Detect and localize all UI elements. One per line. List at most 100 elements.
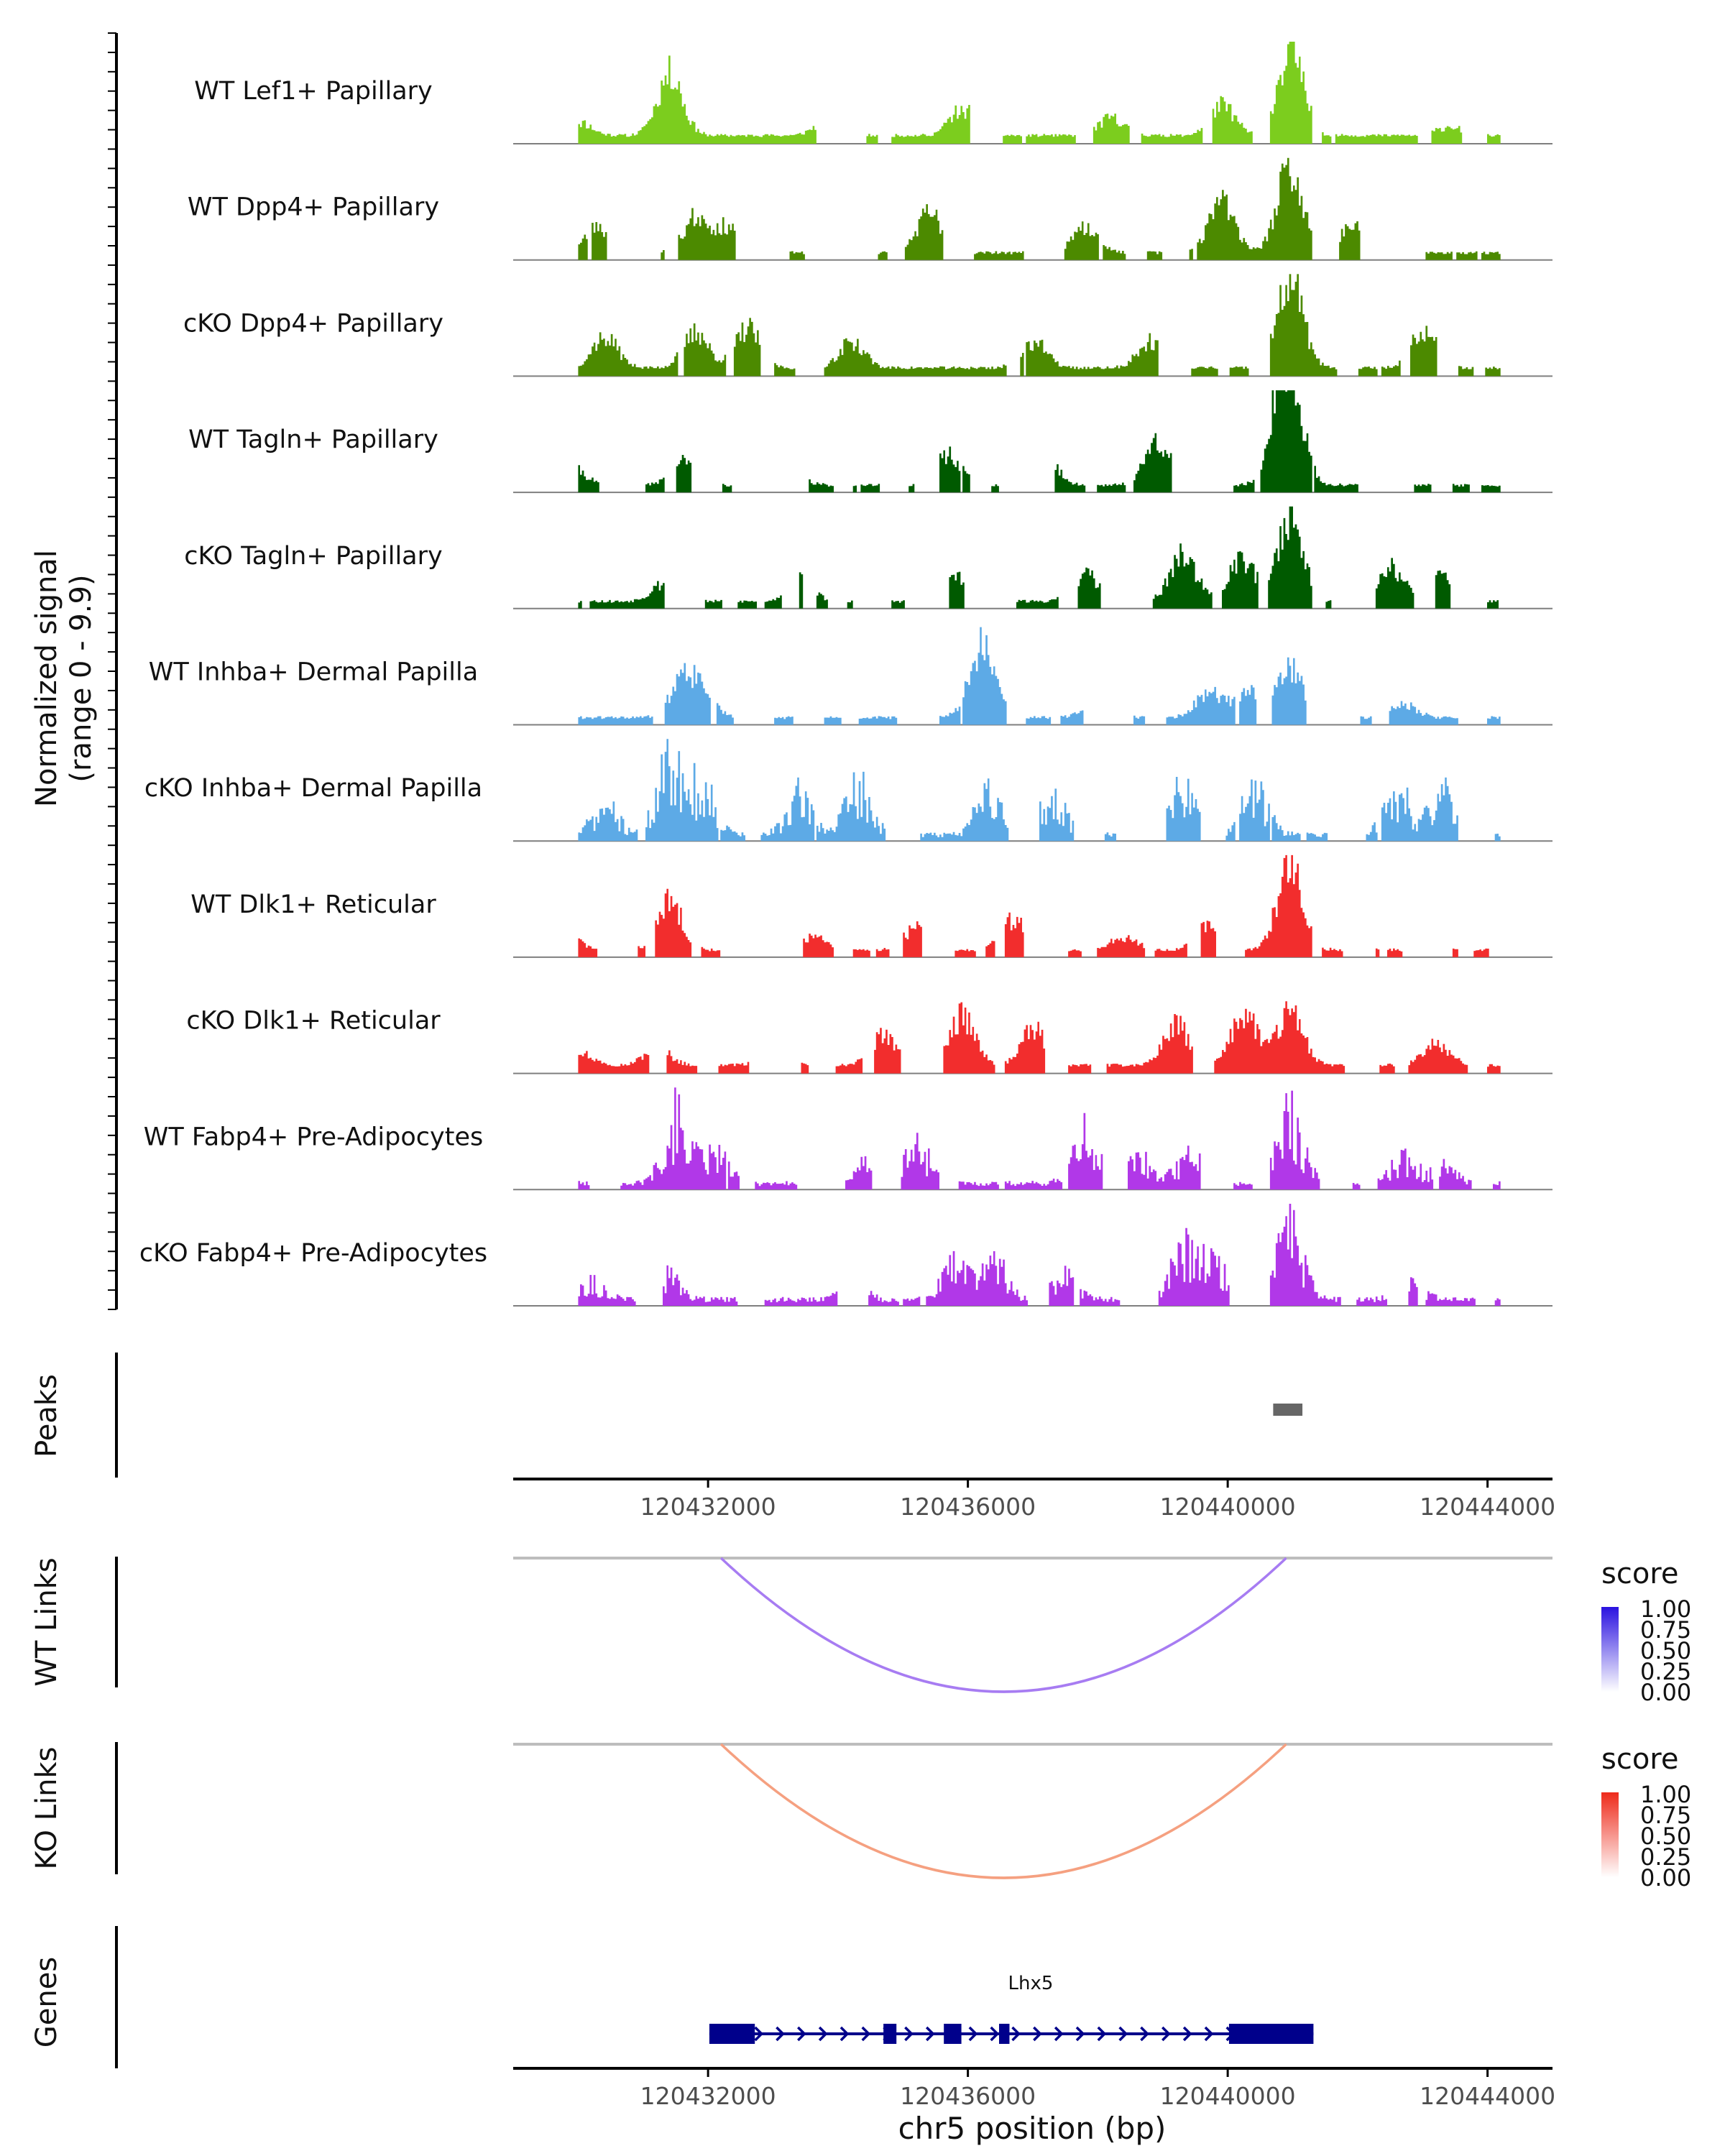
axis-tick-label: 120432000	[640, 1493, 776, 1521]
score-legend: score 1.000.750.500.250.00	[1601, 1557, 1691, 1706]
strand-arrow	[818, 2026, 828, 2042]
legend-colorbar	[1601, 1792, 1619, 1877]
strand-arrow	[776, 2026, 785, 2042]
track-wt-tagln-papillary: WT Tagln+ Papillary	[188, 390, 1552, 494]
strand-arrow	[1054, 2026, 1064, 2042]
signal-area	[578, 854, 1501, 957]
legend-tick-label: 0.00	[1640, 1679, 1691, 1706]
strand-arrow	[1204, 2026, 1214, 2042]
legend-tick-label: 0.50	[1640, 1823, 1691, 1850]
genes-track-label: Genes	[30, 1957, 63, 2047]
gene-exon	[944, 2024, 962, 2044]
gene-name-label: Lhx5	[1008, 1973, 1054, 1994]
strand-arrow	[1033, 2026, 1042, 2042]
track-cko-dpp4-papillary: cKO Dpp4+ Papillary	[183, 274, 1552, 377]
signal-area	[578, 157, 1501, 260]
axis-tick-label: 120436000	[900, 2082, 1036, 2110]
strand-arrow	[840, 2026, 850, 2042]
gene-exon	[999, 2024, 1010, 2044]
track-cko-dlk1-reticular: cKO Dlk1+ Reticular	[186, 1001, 1552, 1074]
legend-title: score	[1601, 1557, 1678, 1590]
link-arc	[719, 1557, 1287, 1693]
legend-colorbar	[1601, 1607, 1619, 1692]
track-wt-lef1-papillary: WT Lef1+ Papillary	[194, 42, 1552, 144]
genes-track: Genes Lhx5	[30, 1926, 1314, 2068]
axis-tick-label: 120444000	[1420, 1493, 1555, 1521]
track-wt-dpp4-papillary: WT Dpp4+ Papillary	[188, 157, 1552, 261]
track-wt-inhba-dermal-papilla: WT Inhba+ Dermal Papilla	[149, 627, 1552, 726]
signal-area	[578, 1204, 1501, 1306]
strand-arrow	[1011, 2026, 1021, 2042]
strand-arrow	[990, 2026, 1000, 2042]
signal-area	[578, 390, 1501, 493]
legend-tick-label: 0.75	[1640, 1802, 1691, 1829]
signal-area	[578, 1087, 1501, 1190]
signal-area	[578, 739, 1501, 842]
track-label: WT Fabp4+ Pre-Adipocytes	[144, 1123, 483, 1151]
axis-tick-label: 120436000	[900, 1493, 1036, 1521]
genomic-axis-bottom: 120432000 120436000 120440000 120444000	[513, 2067, 1555, 2110]
strand-arrow	[1097, 2026, 1107, 2042]
gene-model-lhx5	[709, 2024, 1314, 2044]
strand-arrow	[754, 2026, 764, 2042]
peaks-track-label: Peaks	[30, 1374, 63, 1457]
strand-arrow	[1182, 2026, 1192, 2042]
strand-arrow	[904, 2026, 914, 2042]
gene-exon	[1228, 2024, 1314, 2044]
link-track-ko: KO Links score 1.000.750.500.250.00	[30, 1742, 1691, 1892]
signal-y-minor-ticks	[108, 32, 116, 1310]
signal-y-label: Normalized signal	[30, 550, 63, 807]
track-cko-fabp4-pre-adipocytes: cKO Fabp4+ Pre-Adipocytes	[139, 1204, 1552, 1307]
gene-exon	[883, 2024, 897, 2044]
strand-arrow	[1075, 2026, 1085, 2042]
legend-title: score	[1601, 1743, 1678, 1776]
link-track-label: WT Links	[30, 1557, 63, 1686]
legend-tick-label: 0.25	[1640, 1658, 1691, 1685]
legend-tick-label: 1.00	[1640, 1781, 1691, 1808]
track-wt-dlk1-reticular: WT Dlk1+ Reticular	[190, 854, 1552, 958]
strand-arrow	[861, 2026, 871, 2042]
track-label: WT Lef1+ Papillary	[194, 77, 433, 106]
track-cko-inhba-dermal-papilla: cKO Inhba+ Dermal Papilla	[144, 739, 1552, 842]
track-label: cKO Dlk1+ Reticular	[186, 1007, 441, 1036]
strand-arrow	[925, 2026, 935, 2042]
peak-region	[1273, 1404, 1303, 1416]
legend-tick-label: 0.25	[1640, 1843, 1691, 1871]
signal-area	[578, 627, 1501, 725]
x-axis-title: chr5 position (bp)	[898, 2111, 1167, 2146]
signal-area	[578, 274, 1501, 377]
strand-arrow	[968, 2026, 978, 2042]
signal-area	[578, 42, 1501, 144]
track-label: WT Inhba+ Dermal Papilla	[149, 658, 478, 687]
axis-tick-label: 120440000	[1160, 2082, 1296, 2110]
score-legend: score 1.000.750.500.250.00	[1601, 1743, 1691, 1892]
strand-arrow	[1140, 2026, 1149, 2042]
track-wt-fabp4-pre-adipocytes: WT Fabp4+ Pre-Adipocytes	[144, 1087, 1552, 1191]
signal-y-axis	[108, 32, 118, 1310]
signal-y-range-label: (range 0 - 9.9)	[65, 574, 98, 782]
track-cko-tagln-papillary: cKO Tagln+ Papillary	[184, 506, 1552, 609]
link-track-label: KO Links	[30, 1747, 63, 1870]
link-track-wt: WT Links score 1.000.750.500.250.00	[30, 1557, 1691, 1706]
track-label: WT Dlk1+ Reticular	[190, 890, 436, 919]
peak-regions	[1273, 1404, 1303, 1416]
signal-area	[578, 506, 1501, 609]
strand-arrow	[1162, 2026, 1171, 2042]
legend-tick-label: 0.75	[1640, 1616, 1691, 1644]
legend-tick-label: 0.50	[1640, 1637, 1691, 1664]
track-label: cKO Fabp4+ Pre-Adipocytes	[139, 1239, 487, 1268]
track-label: cKO Tagln+ Papillary	[184, 542, 443, 571]
gene-exon	[709, 2024, 755, 2044]
axis-tick-label: 120432000	[640, 2082, 776, 2110]
axis-tick-label: 120440000	[1160, 1493, 1296, 1521]
strand-arrow	[1118, 2026, 1128, 2042]
coverage-tracks: WT Lef1+ Papillary WT Dpp4+ Papillary cKO …	[139, 42, 1552, 1307]
link-arc	[719, 1743, 1287, 1879]
legend-tick-label: 0.00	[1640, 1864, 1691, 1892]
genomic-axis-top: 120432000 120436000 120440000 120444000	[513, 1478, 1555, 1521]
strand-arrow	[797, 2026, 806, 2042]
track-label: cKO Dpp4+ Papillary	[183, 309, 443, 338]
axis-tick-label: 120444000	[1420, 2082, 1555, 2110]
